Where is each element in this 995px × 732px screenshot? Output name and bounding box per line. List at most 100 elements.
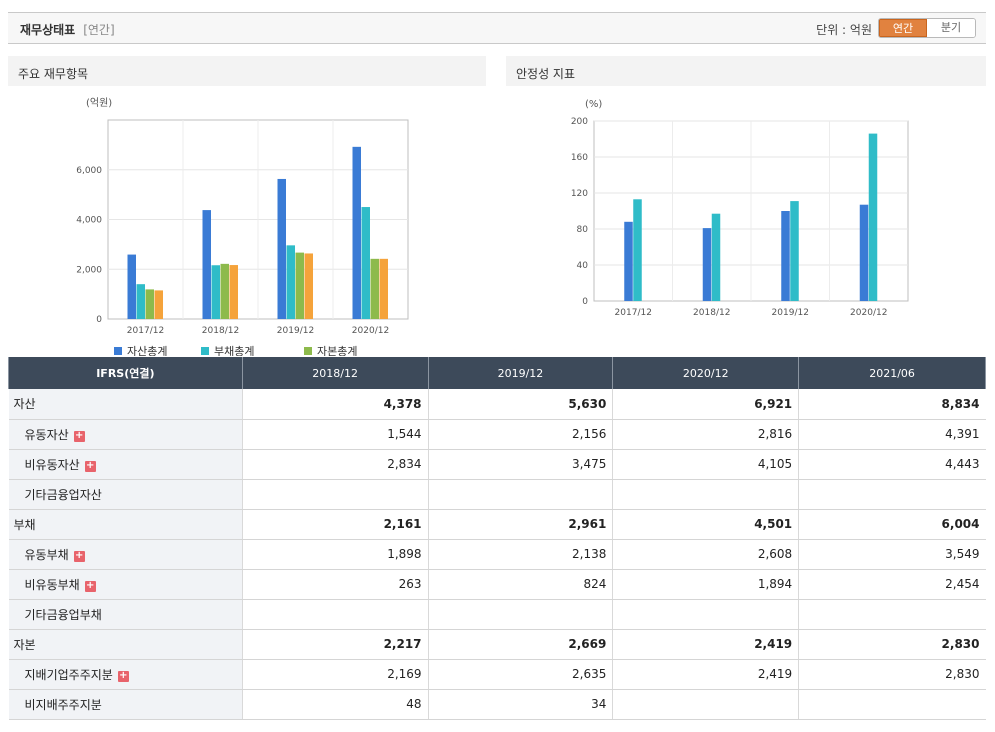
bar — [711, 213, 721, 301]
legend-label: 자본총계 — [317, 345, 357, 356]
row-label: 비유동부채 + — [8, 569, 243, 600]
table-cell: 2,830 — [798, 629, 986, 660]
bar — [211, 265, 220, 319]
bar — [286, 245, 295, 319]
row-label-text: 부채 — [13, 517, 36, 532]
table-cell — [241, 599, 429, 630]
table-cell — [798, 599, 986, 630]
period-tag: [연간] — [83, 23, 115, 37]
row-label-text: 유동부채 — [24, 547, 69, 562]
table-cell — [241, 479, 429, 510]
table-cell: 2,830 — [798, 659, 986, 690]
table-cell: 4,501 — [612, 509, 799, 540]
table-cell: 4,105 — [612, 449, 799, 480]
y-tick-label: 40 — [577, 261, 589, 271]
table-row: 비유동부채 +263 824 1,894 2,454 — [8, 569, 986, 600]
y-tick-label: 0 — [582, 297, 588, 307]
legend-swatch — [201, 347, 209, 355]
column-header: 2021/06 — [798, 357, 986, 389]
table-cell: 2,161 — [241, 509, 429, 540]
key-items-panel: 주요 재무항목 0 2,000 4,000 6,000 (억원) 2017/12 2018/… — [8, 56, 486, 356]
column-header: IFRS(연결) — [8, 357, 243, 389]
legend-swatch — [304, 347, 312, 355]
row-label: 기타금융업부채 — [8, 599, 243, 630]
expand-plus-icon[interactable]: + — [73, 549, 85, 562]
bar — [781, 211, 790, 301]
row-label: 유동부채 + — [8, 539, 243, 570]
row-label-text: 기타금융업부채 — [24, 607, 102, 622]
table-cell: 1,544 — [241, 419, 429, 450]
table-cell: 8,834 — [798, 389, 986, 420]
unit-label: 단위 : 억원 — [816, 23, 872, 37]
table-cell: 2,961 — [427, 509, 613, 540]
bar — [295, 252, 304, 319]
table-cell: 6,004 — [798, 509, 986, 540]
y-tick-label: 80 — [577, 225, 589, 235]
bar — [790, 201, 799, 301]
table-cell: 4,378 — [241, 389, 429, 420]
table-row: 자산 4,378 5,630 6,921 8,834 — [8, 389, 986, 420]
y-tick-label: 200 — [571, 117, 588, 127]
table-cell — [798, 479, 986, 510]
row-label-text: 비지배주주지분 — [24, 697, 102, 712]
panel-title: 주요 재무항목 — [8, 56, 486, 86]
table-row: 지배기업주주지분 +2,169 2,635 2,419 2,830 — [8, 659, 986, 690]
table-cell: 2,419 — [612, 629, 799, 660]
bar — [136, 284, 145, 319]
row-label: 지배기업주주지분 + — [8, 659, 243, 690]
table-cell: 2,169 — [241, 659, 429, 690]
table-row: 기타금융업자산 — [8, 479, 986, 510]
bar — [859, 204, 869, 301]
bar — [154, 290, 163, 319]
table-cell: 2,156 — [427, 419, 613, 450]
table-row: 유동자산 +1,544 2,156 2,816 4,391 — [8, 419, 986, 450]
table-cell: 4,443 — [798, 449, 986, 480]
x-tick-label: 2019/12 — [772, 308, 809, 318]
column-header: 2020/12 — [612, 357, 800, 389]
row-label: 기타금융업자산 — [8, 479, 243, 510]
bar — [370, 258, 379, 319]
expand-plus-icon[interactable]: + — [84, 579, 96, 592]
table-cell: 2,454 — [798, 569, 986, 600]
legend-label: 자산총계 — [127, 345, 167, 356]
expand-plus-icon[interactable]: + — [117, 669, 129, 682]
row-label: 비지배주주지분 — [8, 689, 243, 720]
expand-plus-icon[interactable]: + — [84, 459, 96, 472]
y-tick-label: 120 — [571, 189, 588, 199]
y-tick-label: 2,000 — [76, 265, 102, 275]
bar — [220, 263, 229, 319]
table-cell: 2,217 — [241, 629, 429, 660]
table-row: 유동부채 +1,898 2,138 2,608 3,549 — [8, 539, 986, 570]
bar — [352, 146, 361, 319]
bar — [277, 178, 286, 319]
legend-swatch — [114, 347, 122, 355]
expand-plus-icon[interactable]: + — [73, 429, 85, 442]
x-tick-label: 2017/12 — [615, 308, 652, 318]
y-axis-label: (%) — [585, 99, 602, 110]
bar — [304, 253, 313, 319]
annual-button[interactable]: 연간 — [879, 19, 927, 37]
table-row: 기타금융업부채 — [8, 599, 986, 630]
table-cell — [427, 479, 613, 510]
bar — [633, 199, 642, 301]
x-tick-label: 2020/12 — [352, 326, 389, 336]
row-label-text: 비유동자산 — [24, 457, 80, 472]
row-label: 자본 — [8, 629, 243, 660]
bar — [229, 265, 238, 319]
table-cell — [612, 689, 799, 720]
bar — [624, 221, 633, 301]
quarter-button[interactable]: 분기 — [927, 19, 975, 37]
table-header-row: IFRS(연결) 2018/12 2019/12 2020/12 2021/06 — [8, 357, 986, 389]
column-header: 2018/12 — [241, 357, 429, 389]
table-cell: 5,630 — [427, 389, 613, 420]
row-label-text: 자산 — [13, 397, 36, 412]
section-title: 재무상태표 [연간] — [20, 21, 115, 38]
bar — [202, 210, 211, 319]
y-tick-label: 6,000 — [76, 166, 102, 176]
table-cell: 1,894 — [612, 569, 799, 600]
table-cell: 2,816 — [612, 419, 799, 450]
table-cell: 3,549 — [798, 539, 986, 570]
row-label: 비유동자산 + — [8, 449, 243, 480]
row-label-text: 지배기업주주지분 — [24, 667, 113, 682]
